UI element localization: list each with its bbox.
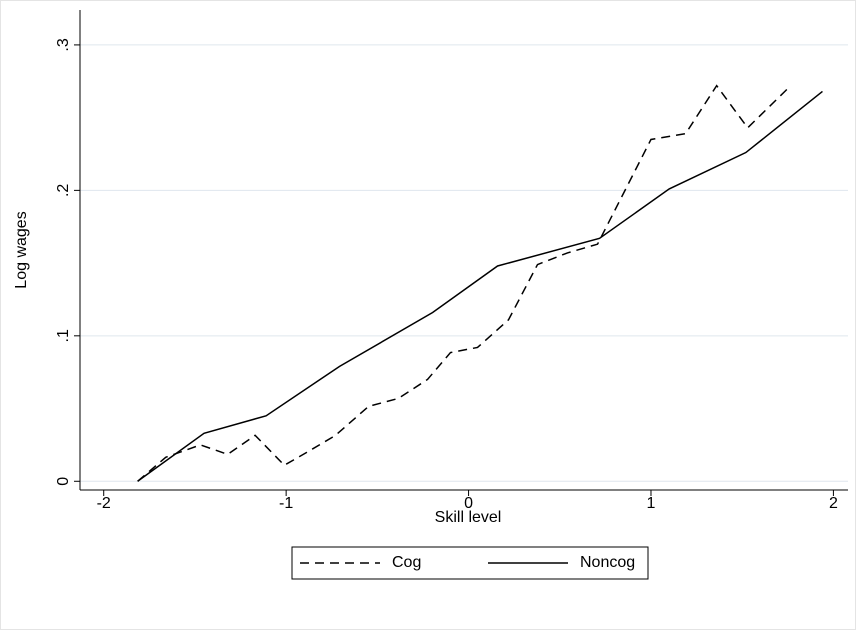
y-tick-label: .2 xyxy=(55,184,72,197)
series-line xyxy=(137,84,789,482)
legend-label: Noncog xyxy=(580,554,635,571)
y-tick-label: 0 xyxy=(55,477,72,486)
legend-label: Cog xyxy=(392,554,421,571)
series-line xyxy=(137,90,823,482)
x-tick-label: 0 xyxy=(464,495,473,512)
x-tick-label: -1 xyxy=(279,495,293,512)
x-tick-label: -2 xyxy=(97,495,111,512)
x-axis-title: Skill level xyxy=(435,509,502,526)
x-tick-label: 1 xyxy=(647,495,656,512)
y-axis-title: Log wages xyxy=(13,211,30,288)
y-tick-label: .3 xyxy=(55,38,72,51)
x-tick-label: 2 xyxy=(829,495,838,512)
y-tick-label: .1 xyxy=(55,329,72,342)
